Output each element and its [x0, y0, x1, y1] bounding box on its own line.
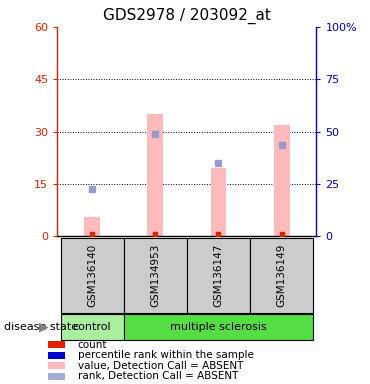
Text: ▶: ▶ [39, 320, 48, 333]
Bar [48, 362, 65, 369]
Bar [61, 314, 124, 340]
Text: count: count [78, 340, 107, 350]
Text: rank, Detection Call = ABSENT: rank, Detection Call = ABSENT [78, 371, 238, 381]
Bar [124, 238, 187, 313]
Text: value, Detection Call = ABSENT: value, Detection Call = ABSENT [78, 361, 243, 371]
Text: GSM136149: GSM136149 [277, 244, 287, 307]
Bar [274, 124, 289, 236]
Bar [84, 217, 100, 236]
Text: percentile rank within the sample: percentile rank within the sample [78, 350, 253, 360]
Text: control: control [73, 322, 111, 332]
Text: multiple sclerosis: multiple sclerosis [170, 322, 267, 332]
Title: GDS2978 / 203092_at: GDS2978 / 203092_at [103, 8, 271, 24]
Bar [250, 238, 313, 313]
Bar [187, 238, 250, 313]
Bar [48, 373, 65, 380]
Bar [48, 352, 65, 359]
Bar [48, 341, 65, 348]
Text: GSM136147: GSM136147 [213, 244, 223, 307]
Bar [211, 168, 226, 236]
Bar [124, 314, 313, 340]
Bar [61, 238, 124, 313]
Text: disease state: disease state [4, 322, 78, 332]
Bar [147, 114, 163, 236]
Text: GSM136140: GSM136140 [87, 244, 97, 307]
Text: GSM134953: GSM134953 [150, 244, 160, 307]
